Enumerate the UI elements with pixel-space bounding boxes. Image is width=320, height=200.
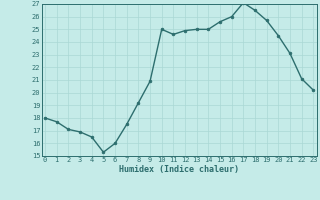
X-axis label: Humidex (Indice chaleur): Humidex (Indice chaleur) xyxy=(119,165,239,174)
